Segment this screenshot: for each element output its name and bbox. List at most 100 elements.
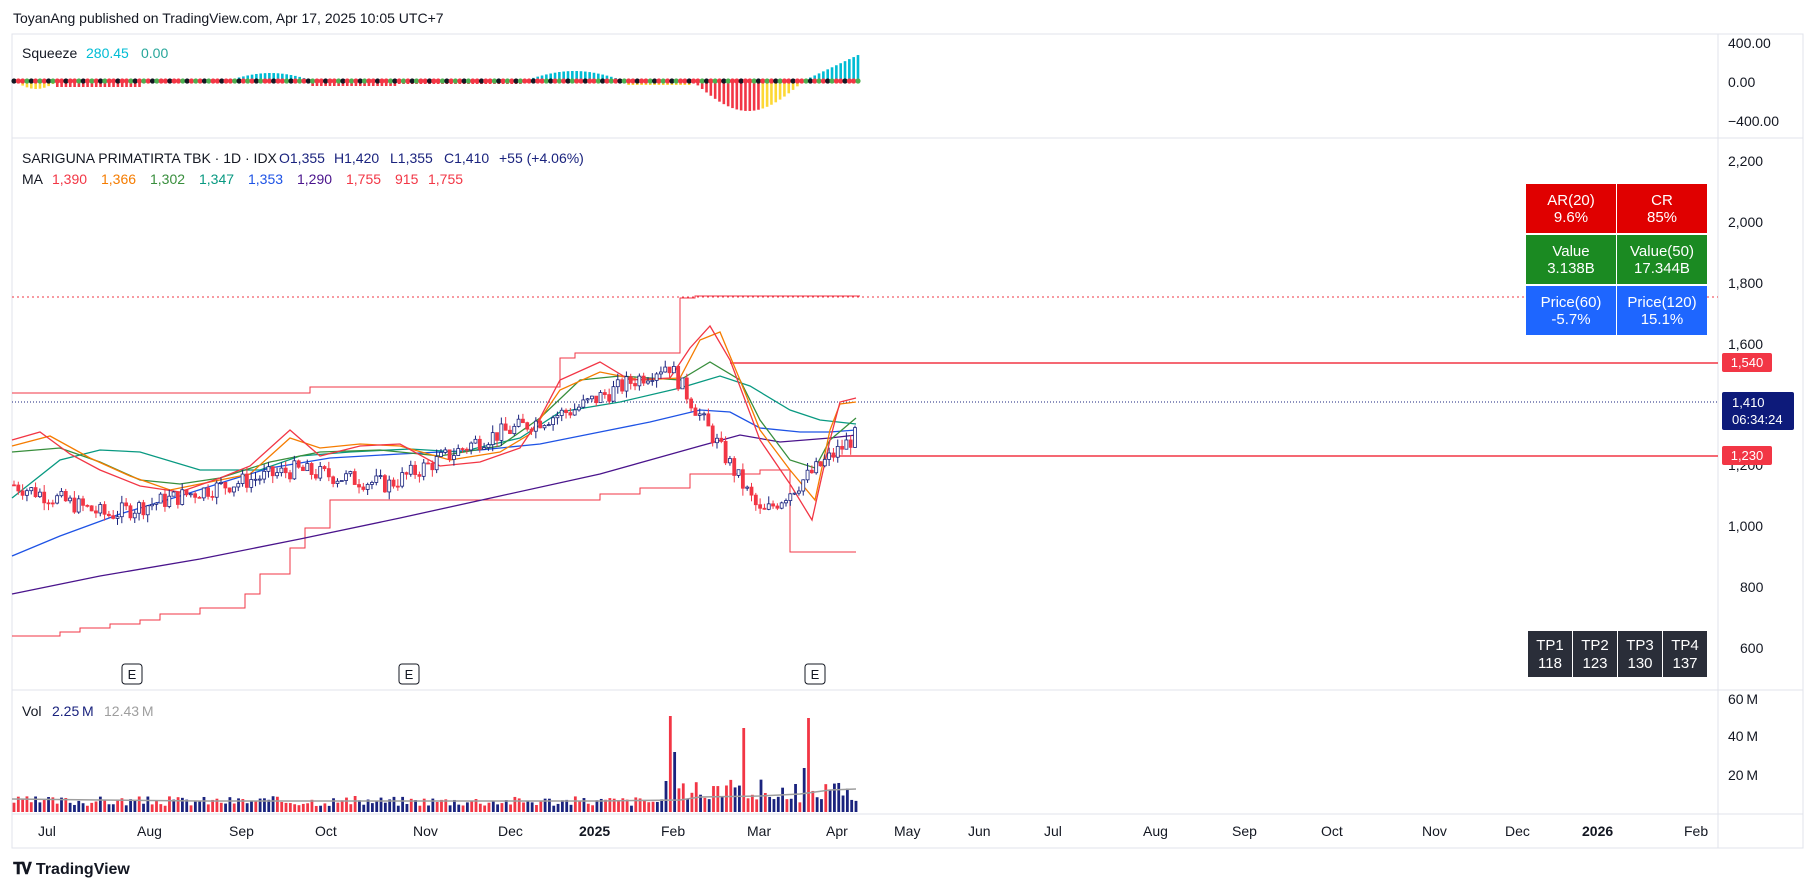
stats-cell-title: Value bbox=[1552, 243, 1589, 260]
squeeze-dot bbox=[327, 78, 333, 84]
earnings-marker-nov[interactable]: E bbox=[398, 663, 420, 685]
candle bbox=[244, 467, 249, 493]
volume-bar bbox=[414, 800, 417, 812]
candle bbox=[624, 371, 629, 398]
candle bbox=[628, 373, 633, 390]
squeeze-dot bbox=[400, 78, 407, 84]
candle bbox=[145, 505, 150, 523]
volume-bar bbox=[746, 798, 750, 812]
volume-bar bbox=[55, 803, 59, 812]
candle bbox=[219, 477, 223, 486]
candle bbox=[16, 481, 21, 495]
earnings-marker-aug[interactable]: E bbox=[121, 663, 143, 685]
volume-bar bbox=[422, 798, 426, 812]
squeeze-bar bbox=[553, 72, 557, 81]
candle bbox=[262, 464, 267, 484]
svg-text:1,230: 1,230 bbox=[1731, 448, 1764, 463]
candle bbox=[288, 469, 292, 483]
squeeze-bar bbox=[259, 73, 263, 81]
volume-bar bbox=[77, 800, 81, 812]
volume-bar bbox=[327, 805, 331, 812]
candle bbox=[12, 480, 16, 487]
candle bbox=[137, 500, 141, 521]
squeeze-dot bbox=[747, 78, 753, 84]
volume-bar bbox=[638, 798, 642, 812]
squeeze-dot bbox=[284, 78, 290, 84]
squeeze-bar bbox=[42, 81, 46, 88]
volume-bar bbox=[548, 798, 551, 812]
candle bbox=[555, 411, 560, 425]
candle bbox=[404, 471, 409, 480]
volume-bar bbox=[630, 805, 633, 812]
candle bbox=[482, 442, 486, 450]
candle bbox=[50, 499, 55, 508]
volume-bar bbox=[94, 801, 98, 812]
volume-bar bbox=[513, 796, 517, 812]
squeeze-dot bbox=[608, 78, 614, 84]
candle bbox=[646, 377, 650, 385]
squeeze-bar bbox=[120, 81, 124, 87]
squeeze-dot bbox=[349, 78, 355, 84]
candle bbox=[495, 432, 499, 447]
candle bbox=[201, 487, 206, 501]
candle bbox=[667, 366, 672, 379]
squeeze-bar bbox=[835, 65, 838, 81]
squeeze-dot bbox=[509, 78, 515, 84]
candle bbox=[81, 495, 85, 512]
ma-value-4: 1,353 bbox=[248, 171, 283, 187]
squeeze-tick-2: −400.00 bbox=[1728, 113, 1779, 129]
volume-bar bbox=[353, 796, 357, 812]
candle bbox=[702, 411, 706, 421]
squeeze-dot bbox=[522, 78, 528, 84]
footer-brand[interactable]: 𝐓𝐕 TradingView bbox=[13, 861, 130, 879]
candle bbox=[840, 439, 844, 455]
candle bbox=[132, 510, 137, 524]
candle bbox=[76, 495, 81, 514]
volume-bar bbox=[655, 801, 659, 812]
volume-bar bbox=[487, 802, 491, 812]
squeeze-dot bbox=[318, 78, 324, 84]
squeeze-dot bbox=[67, 78, 73, 84]
volume-bar bbox=[362, 804, 366, 812]
squeeze-dot bbox=[530, 78, 536, 84]
squeeze-dot bbox=[677, 78, 684, 84]
volume-bar bbox=[612, 798, 616, 812]
volume-bar bbox=[457, 804, 461, 812]
squeeze-dot bbox=[201, 78, 208, 84]
ma-value-5: 1,290 bbox=[297, 171, 332, 187]
squeeze-dot bbox=[379, 78, 385, 84]
ma-red-line bbox=[11, 324, 857, 522]
volume-bar bbox=[345, 797, 348, 812]
candle bbox=[512, 423, 517, 436]
volume-bar bbox=[358, 800, 361, 812]
squeeze-dot bbox=[738, 78, 744, 84]
squeeze-dot bbox=[660, 78, 666, 84]
squeeze-bar bbox=[562, 71, 565, 81]
volume-bar bbox=[405, 804, 409, 812]
squeeze-dot bbox=[561, 78, 567, 84]
squeeze-dot bbox=[33, 78, 39, 84]
volume-bar bbox=[379, 797, 383, 812]
squeeze-dot bbox=[682, 78, 688, 84]
squeeze-dot bbox=[729, 78, 736, 84]
volume-bar bbox=[448, 805, 452, 812]
candle bbox=[529, 427, 534, 435]
squeeze-dot bbox=[262, 78, 268, 84]
volume-bar bbox=[530, 802, 534, 812]
earnings-marker-apr[interactable]: E bbox=[804, 663, 826, 685]
price-tick-600: 600 bbox=[1740, 640, 1764, 656]
time-tick-6: 2025 bbox=[579, 823, 610, 839]
volume-bar bbox=[763, 792, 767, 812]
volume-bar bbox=[193, 801, 197, 812]
squeeze-dot bbox=[275, 78, 281, 84]
squeeze-bar bbox=[112, 81, 115, 87]
volume-bar bbox=[435, 801, 439, 812]
price-label-resistance: 1,540 bbox=[1722, 353, 1772, 372]
stats-cell-title: Price(60) bbox=[1541, 294, 1602, 311]
squeeze-bar bbox=[575, 71, 578, 81]
ma-values: 1,390 1,366 1,302 1,347 1,353 1,290 1,755 915 1,… bbox=[52, 171, 463, 187]
squeeze-dot bbox=[396, 78, 402, 84]
volume-bar bbox=[133, 800, 137, 812]
